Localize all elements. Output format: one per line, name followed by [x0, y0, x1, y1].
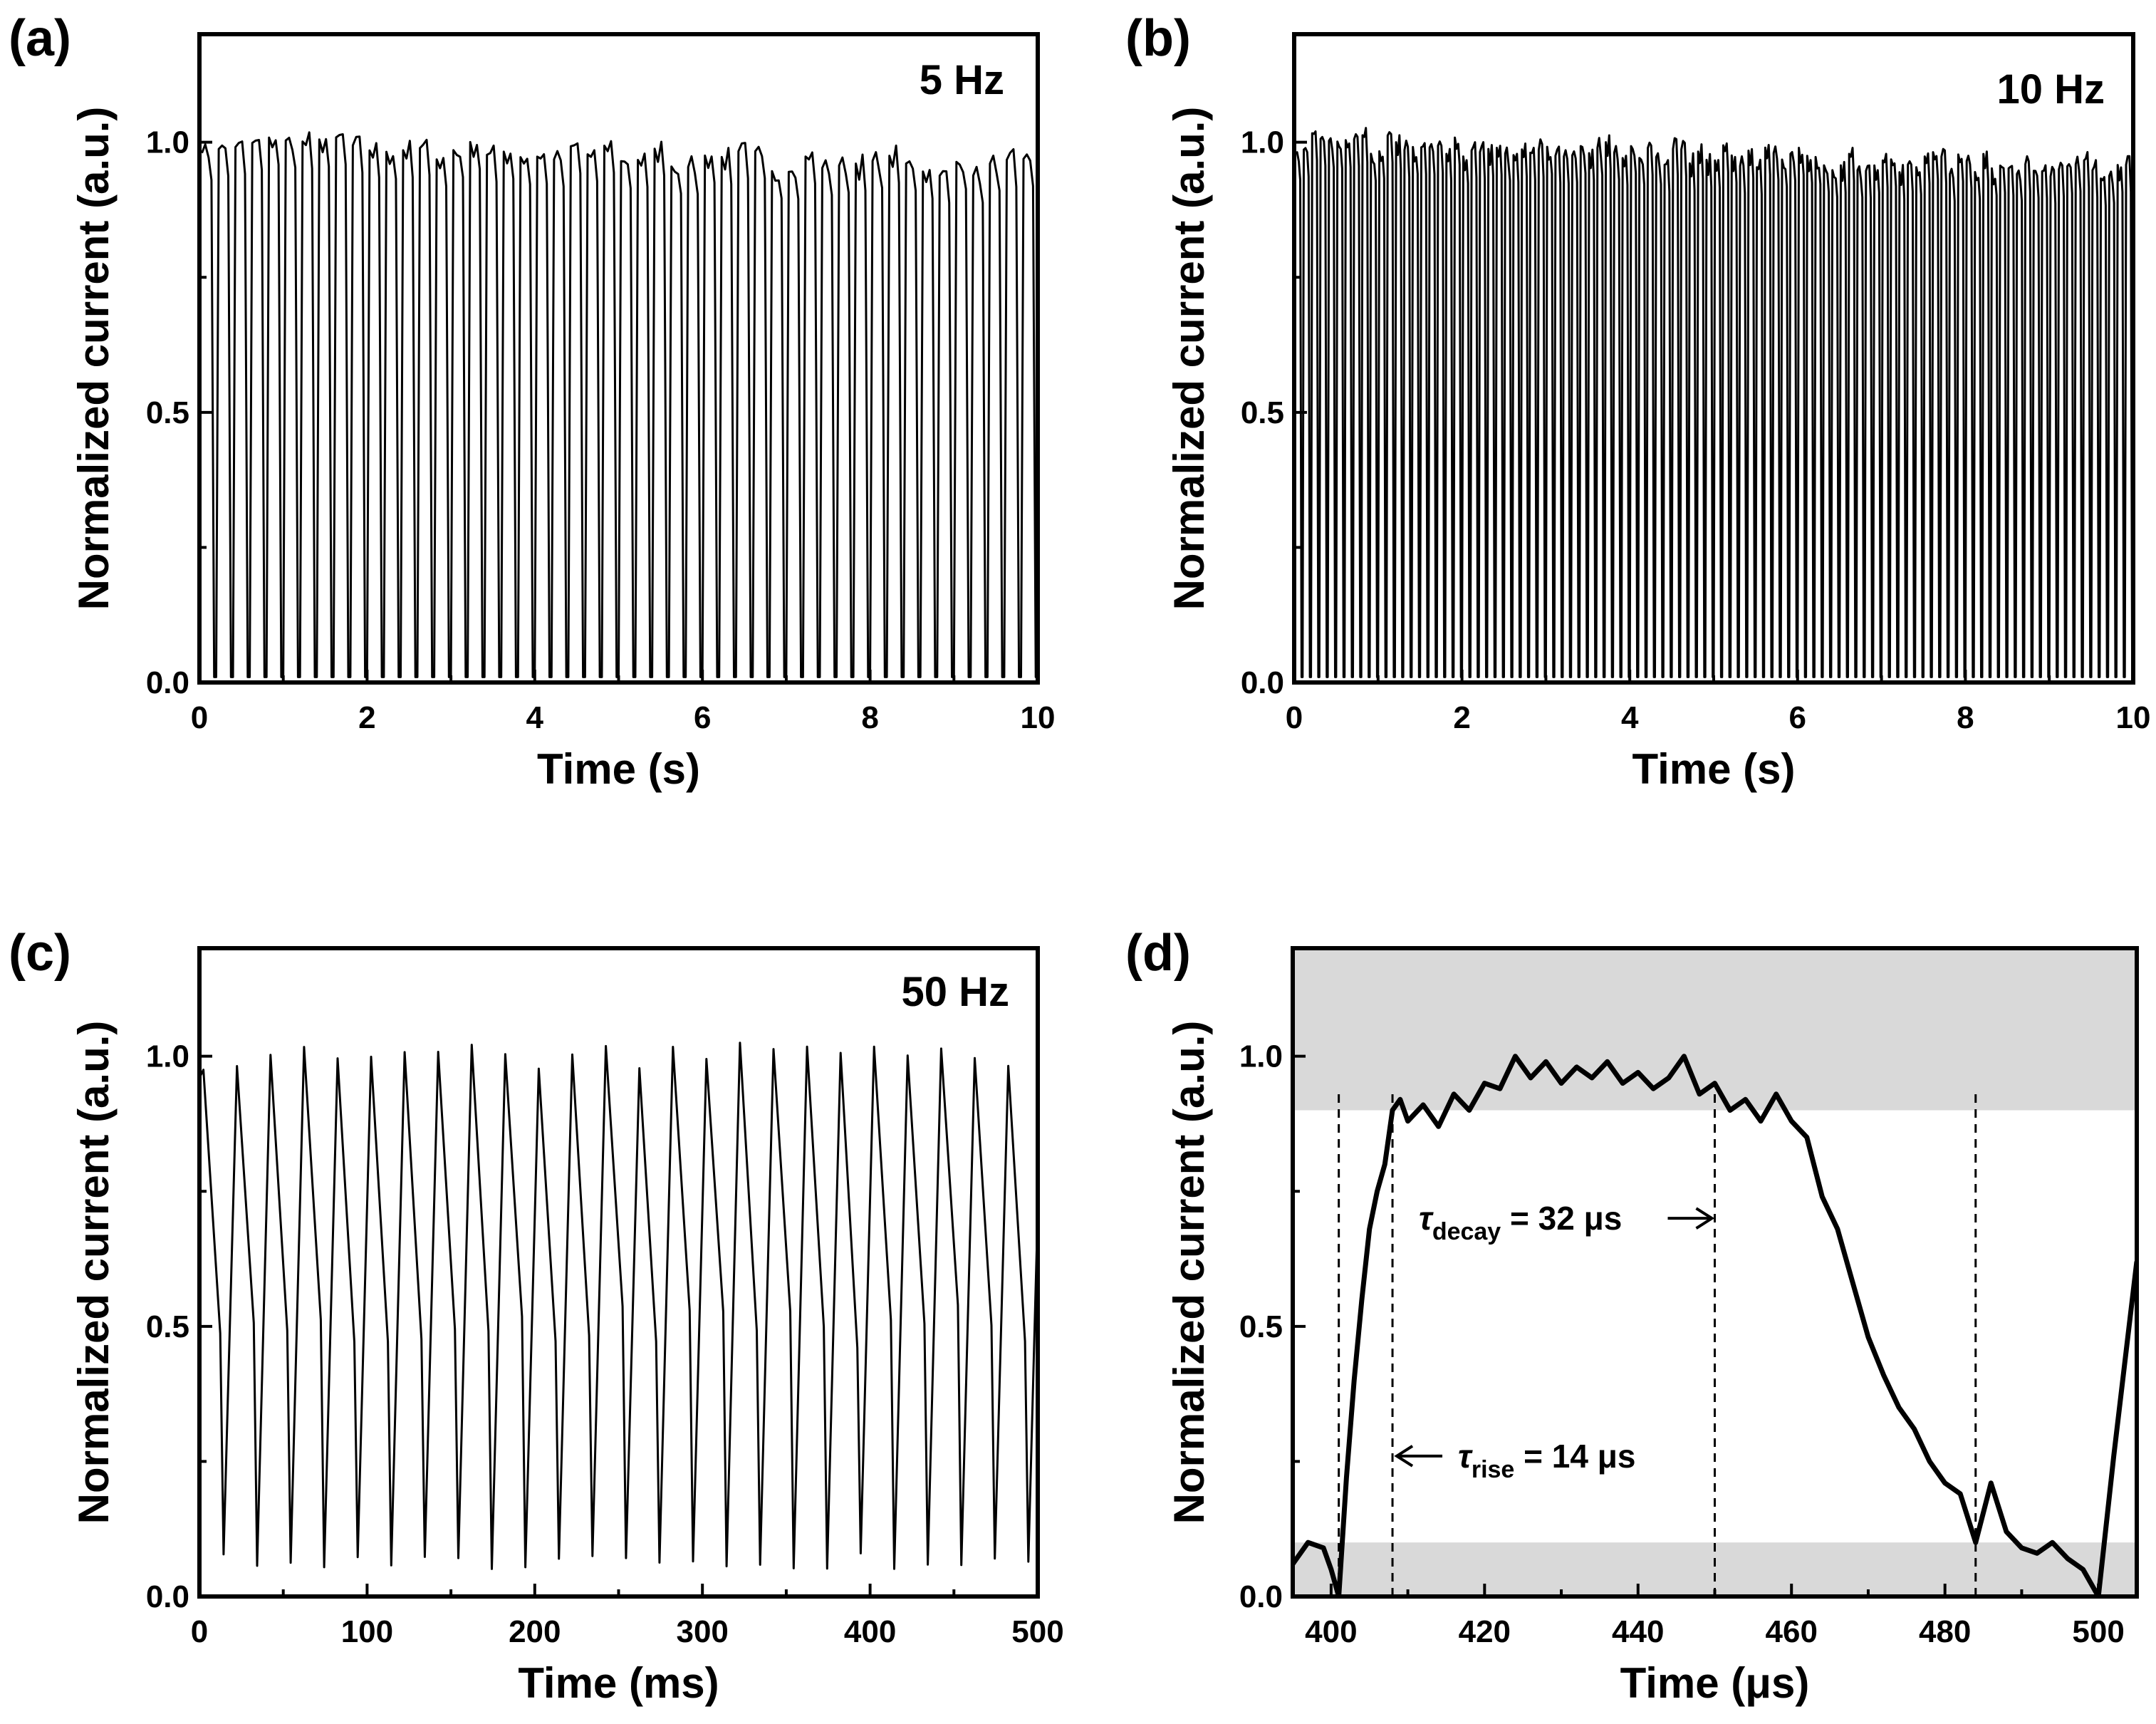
panel-label: (d) [1125, 925, 1191, 982]
data-trace [1295, 127, 2133, 678]
x-tick-label: 0 [1286, 700, 1303, 735]
y-axis-label: Normalized current (a.u.) [1165, 1021, 1213, 1525]
chart-panel-a: 0 2 4 6 8 10 0.0 0.5 1.0 Time (s) Normalized curre… [9, 10, 1055, 793]
x-tick-label: 0 [191, 700, 208, 735]
x-tick-label: 460 [1766, 1614, 1818, 1649]
x-tick-label: 4 [526, 700, 544, 735]
y-tick-label: 1.0 [146, 1039, 189, 1074]
plot-area [199, 1042, 1038, 1570]
x-tick-label: 500 [1011, 1614, 1063, 1649]
y-tick-label: 1.0 [1241, 125, 1284, 160]
x-tick-label: 2 [1453, 700, 1470, 735]
tau-value: = 14 μs [1514, 1438, 1635, 1475]
tau-subscript: decay [1432, 1218, 1501, 1245]
tau-symbol: τ [1419, 1200, 1434, 1237]
x-axis-label: Time (s) [1632, 745, 1796, 793]
tau-symbol: τ [1458, 1438, 1473, 1475]
x-tick-label: 6 [694, 700, 711, 735]
plot-area [201, 131, 1038, 678]
frequency-label: 50 Hz [901, 969, 1009, 1015]
y-tick-label: 0.5 [146, 1309, 189, 1344]
tau-subscript: rise [1472, 1456, 1515, 1483]
x-tick-label: 500 [2072, 1614, 2124, 1649]
x-tick-label: 400 [1305, 1614, 1357, 1649]
decay-arrowhead [1695, 1207, 1715, 1230]
x-tick-label: 8 [1957, 700, 1974, 735]
y-tick-label: 0.0 [146, 665, 189, 700]
y-tick-label: 0.0 [1241, 665, 1284, 700]
x-tick-label: 6 [1789, 700, 1806, 735]
panel-label: (a) [9, 10, 71, 67]
x-tick-label: 10 [2116, 700, 2151, 735]
data-trace [1293, 1054, 2137, 1596]
x-tick-label: 420 [1459, 1614, 1511, 1649]
chart-panel-b: 0 2 4 6 8 10 0.0 0.5 1.0 Time (s) Normalized curre… [1125, 10, 2150, 793]
y-tick-label: 0.0 [146, 1579, 189, 1614]
x-tick-label: 2 [358, 700, 375, 735]
y-axis-label: Normalized current (a.u.) [1165, 107, 1213, 611]
data-trace [199, 1042, 1038, 1570]
tau-value: = 32 μs [1501, 1200, 1622, 1237]
x-tick-label: 440 [1612, 1614, 1664, 1649]
panel-label: (c) [9, 925, 71, 982]
x-tick-label: 480 [1919, 1614, 1971, 1649]
x-tick-label: 200 [509, 1614, 561, 1649]
x-tick-label: 100 [341, 1614, 393, 1649]
frequency-label: 5 Hz [920, 57, 1004, 103]
plot-area [1293, 1054, 2137, 1596]
data-trace [201, 131, 1038, 678]
x-tick-label: 300 [676, 1614, 728, 1649]
y-tick-label: 0.5 [1239, 1309, 1283, 1344]
tau-decay-label: τdecay = 32 μs [1419, 1200, 1622, 1245]
frequency-label: 10 Hz [1996, 66, 2105, 113]
y-tick-label: 0.5 [1241, 395, 1284, 430]
plot-area [1295, 127, 2133, 678]
x-tick-label: 8 [861, 700, 878, 735]
y-axis-label: Normalized current (a.u.) [70, 107, 118, 611]
chart-panel-d: 400 420 440 460 480 500 0.0 0.5 1.0 Time (μs) Norm… [1125, 925, 2139, 1707]
x-axis-label: Time (μs) [1620, 1659, 1810, 1707]
x-axis-label: Time (ms) [518, 1659, 719, 1707]
y-tick-label: 1.0 [1239, 1039, 1283, 1074]
y-tick-label: 1.0 [146, 125, 189, 160]
tau-rise-label: τrise = 14 μs [1458, 1438, 1635, 1483]
rise-arrowhead [1394, 1445, 1414, 1468]
x-tick-label: 4 [1621, 700, 1639, 735]
x-tick-label: 0 [191, 1614, 208, 1649]
y-tick-label: 0.0 [1239, 1579, 1283, 1614]
x-tick-label: 400 [844, 1614, 896, 1649]
y-tick-label: 0.5 [146, 395, 189, 430]
panel-label: (b) [1125, 10, 1191, 67]
x-tick-label: 10 [1021, 700, 1056, 735]
y-axis-label: Normalized current (a.u.) [70, 1021, 118, 1525]
chart-panel-c: 0 100 200 300 400 500 0.0 0.5 1.0 Time (ms) Normal… [9, 925, 1064, 1707]
x-axis-label: Time (s) [537, 745, 700, 793]
